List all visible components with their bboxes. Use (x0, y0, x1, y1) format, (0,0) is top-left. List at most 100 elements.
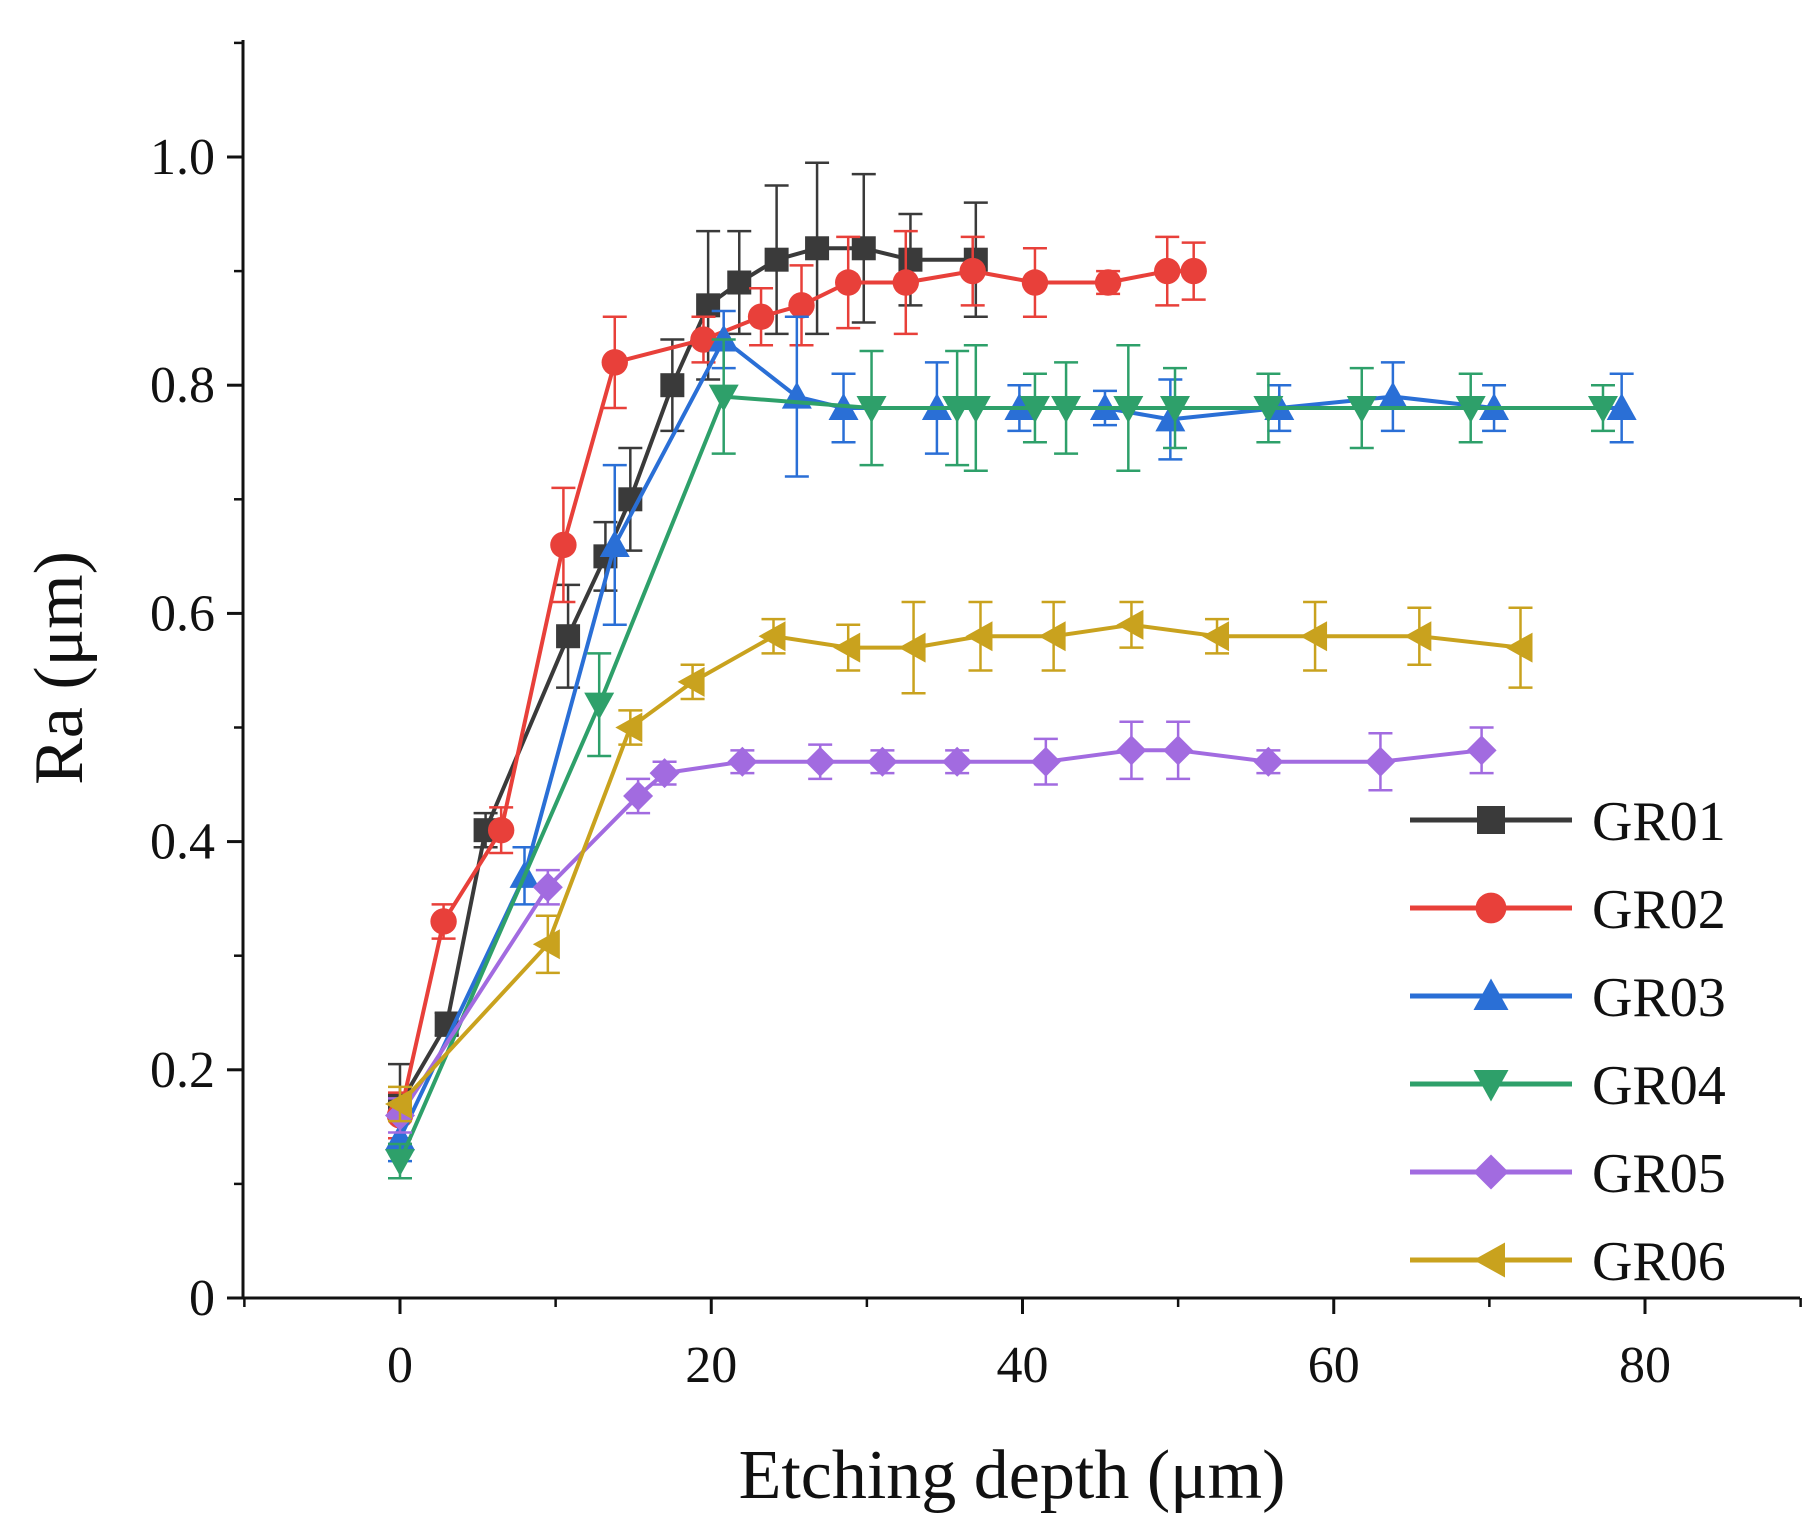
gr01-point (764, 247, 789, 272)
gr02-point (959, 257, 986, 285)
gr02-point (747, 303, 775, 330)
legend-item-gr05: GR05 (1410, 1143, 1726, 1205)
gr02-point (550, 531, 577, 559)
gr01-point (898, 247, 923, 272)
gr06-point (1116, 609, 1144, 640)
gr02-point (1021, 269, 1049, 296)
gr06-point (1300, 621, 1328, 652)
legend-label: GR06 (1592, 1231, 1726, 1293)
gr05-point (1116, 735, 1147, 766)
x-axis-title: Etching depth (μm) (739, 1437, 1286, 1514)
gr05-point (1030, 746, 1061, 777)
gr04-point (1346, 396, 1377, 424)
gr02-point (1154, 257, 1181, 285)
gr05-point (867, 746, 898, 777)
legend-item-gr02: GR02 (1410, 879, 1726, 941)
gr06-point (833, 632, 861, 663)
gr05-point (623, 780, 654, 811)
gr04-point (708, 384, 739, 412)
gr04-point (1587, 396, 1618, 424)
legend-label: GR02 (1592, 879, 1726, 941)
legend: GR01 GR02 GR03 GR04 GR05 GR06 (1410, 791, 1726, 1293)
gr02-point (690, 326, 717, 353)
gr01-point (696, 293, 721, 318)
gr05-point (1253, 746, 1284, 777)
gr02-point (788, 292, 815, 319)
gr06-point (965, 621, 993, 652)
legend-swatch-marker (1473, 1070, 1509, 1102)
legend-swatch-marker (1473, 978, 1509, 1010)
y-tick-label: 0.8 (150, 357, 215, 414)
series-gr04 (385, 338, 1618, 1180)
y-tick-label: 1.0 (150, 129, 215, 186)
legend-item-gr04: GR04 (1410, 1055, 1726, 1117)
gr03-point (708, 324, 739, 352)
series-gr03 (385, 309, 1637, 1163)
gr02-point (892, 269, 919, 296)
gr04-point (584, 692, 615, 720)
x-tick-label: 20 (685, 1337, 737, 1394)
series-gr05 (385, 720, 1497, 1134)
gr02-point (430, 908, 457, 935)
data-series (385, 161, 1637, 1180)
gr04-point (856, 396, 887, 424)
gr06-point (758, 621, 786, 652)
legend-item-gr03: GR03 (1410, 967, 1726, 1029)
gr05-line (398, 748, 1482, 1117)
gr06-point (1038, 621, 1066, 652)
legend-swatch-marker (1473, 1154, 1509, 1190)
gr04-point (1019, 396, 1050, 424)
legend-swatch-marker (1473, 1242, 1505, 1278)
axes (241, 40, 1800, 1300)
gr06-point (1505, 632, 1533, 663)
gr05-point (1163, 735, 1194, 766)
x-tick-label: 40 (997, 1337, 1049, 1394)
gr06-point (532, 929, 560, 960)
gr05-point (805, 746, 836, 777)
y-tick-label: 0.2 (150, 1042, 215, 1099)
gr04-point (1113, 396, 1144, 424)
gr02-point (487, 816, 515, 844)
gr04-point (1051, 396, 1082, 424)
legend-swatch-marker (1477, 806, 1505, 834)
gr01-point (805, 236, 830, 261)
gr03-point (1377, 381, 1408, 409)
gr06-point (615, 712, 643, 743)
legend-swatch-marker (1475, 892, 1507, 924)
gr05-point (727, 746, 758, 777)
gr06-point (1202, 621, 1230, 652)
gr04-point (385, 1149, 415, 1177)
gr04-point (1160, 396, 1191, 424)
x-tick-label: 60 (1308, 1337, 1360, 1394)
gr06-point (385, 1089, 412, 1120)
x-tick-label: 0 (387, 1337, 413, 1394)
legend-label: GR05 (1592, 1143, 1726, 1205)
series-gr06 (385, 600, 1533, 1123)
gr03-point (1155, 404, 1186, 432)
gr01-point (727, 270, 752, 295)
gr04-point (1455, 396, 1486, 424)
gr02-point (601, 349, 628, 376)
gr01-point (556, 624, 581, 649)
gr02-point (835, 269, 862, 296)
gr05-point (1365, 746, 1396, 777)
y-tick-label: 0.4 (150, 814, 215, 871)
legend-label: GR01 (1592, 791, 1726, 853)
gr03-point (1606, 393, 1637, 421)
gr01-point (851, 236, 876, 261)
legend-label: GR03 (1592, 967, 1726, 1029)
gr05-point (942, 746, 973, 777)
gr05-point (532, 872, 563, 903)
axis-ticks: 0 0.2 0.4 0.6 0.8 1.0 0 20 40 60 80 (150, 41, 1802, 1394)
gr04-point (1253, 396, 1284, 424)
gr05-point (649, 758, 680, 789)
legend-item-gr01: GR01 (1410, 791, 1726, 853)
gr04-line (398, 394, 1603, 1162)
x-tick-label: 80 (1619, 1337, 1671, 1394)
legend-label: GR04 (1592, 1055, 1726, 1117)
gr06-point (1404, 621, 1432, 652)
gr01-point (660, 373, 685, 398)
gr06-point (898, 632, 926, 663)
